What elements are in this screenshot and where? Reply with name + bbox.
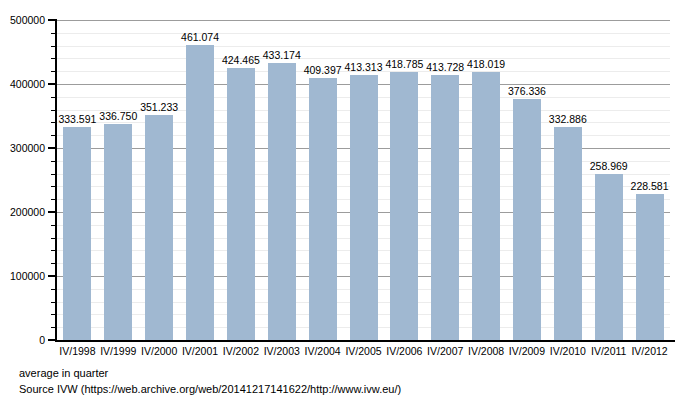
bar: [227, 68, 255, 340]
minor-gridline: [57, 46, 670, 47]
y-minor-tick: [51, 97, 56, 98]
bar: [145, 115, 173, 340]
y-minor-tick: [51, 238, 56, 239]
chart-source: Source IVW (https://web.archive.org/web/…: [19, 383, 401, 396]
bar-value-label: 409.397: [304, 64, 342, 76]
bar: [513, 99, 541, 340]
y-minor-tick: [51, 314, 56, 315]
y-major-tick: [48, 211, 56, 213]
y-minor-tick: [51, 250, 56, 251]
bar: [390, 72, 418, 340]
bar: [472, 72, 500, 340]
bar: [554, 127, 582, 340]
bar-value-label: 418.785: [385, 58, 423, 70]
y-major-tick: [48, 19, 56, 21]
chart-note: average in quarter: [19, 367, 108, 380]
y-minor-tick: [51, 161, 56, 162]
y-axis-tick-label: 200000: [0, 206, 45, 218]
bar: [104, 124, 132, 340]
bar: [636, 194, 664, 340]
y-minor-tick: [51, 225, 56, 226]
y-axis-tick-label: 400000: [0, 78, 45, 90]
bar-value-label: 413.728: [426, 61, 464, 73]
y-minor-tick: [51, 263, 56, 264]
y-axis-tick-label: 300000: [0, 142, 45, 154]
y-major-tick: [48, 83, 56, 85]
y-minor-tick: [51, 122, 56, 123]
y-minor-tick: [51, 327, 56, 328]
y-minor-tick: [51, 58, 56, 59]
y-major-tick: [48, 147, 56, 149]
bar-value-label: 228.581: [631, 180, 669, 192]
y-minor-tick: [51, 289, 56, 290]
bar-value-label: 336.750: [99, 110, 137, 122]
bar: [309, 78, 337, 340]
bar: [268, 63, 296, 340]
y-minor-tick: [51, 46, 56, 47]
y-major-tick: [48, 339, 56, 341]
y-minor-tick: [51, 186, 56, 187]
chart-screenshot: 0100000200000300000400000500000 333.5913…: [0, 0, 700, 400]
bar-value-label: 418.019: [467, 58, 505, 70]
minor-gridline: [57, 33, 670, 34]
bar-value-label: 461.074: [181, 31, 219, 43]
bar-value-label: 433.174: [263, 49, 301, 61]
bar-value-label: 332.886: [549, 113, 587, 125]
y-axis-tick-label: 100000: [0, 270, 45, 282]
bar: [595, 174, 623, 340]
y-minor-tick: [51, 199, 56, 200]
bar: [186, 45, 214, 340]
y-minor-tick: [51, 33, 56, 34]
bar-value-label: 333.591: [58, 113, 96, 125]
y-minor-tick: [51, 302, 56, 303]
major-gridline: [57, 20, 670, 21]
bar-value-label: 351.233: [140, 101, 178, 113]
y-minor-tick: [51, 71, 56, 72]
bar: [431, 75, 459, 340]
y-minor-tick: [51, 135, 56, 136]
bar: [350, 75, 378, 340]
y-axis-tick-label: 500000: [0, 14, 45, 26]
bar: [63, 127, 91, 340]
x-axis-line: [55, 340, 675, 342]
bar-value-label: 413.313: [345, 61, 383, 73]
minor-gridline: [57, 58, 670, 59]
bar-value-label: 258.969: [590, 160, 628, 172]
y-major-tick: [48, 275, 56, 277]
y-minor-tick: [51, 110, 56, 111]
bar-value-label: 376.336: [508, 85, 546, 97]
bar-value-label: 424.465: [222, 54, 260, 66]
x-axis-tick-label: IV/2012: [620, 345, 680, 357]
y-axis-tick-label: 0: [0, 334, 45, 346]
y-minor-tick: [51, 174, 56, 175]
plot-area: 333.591336.750351.233 461.074424.465433.1…: [57, 20, 670, 340]
